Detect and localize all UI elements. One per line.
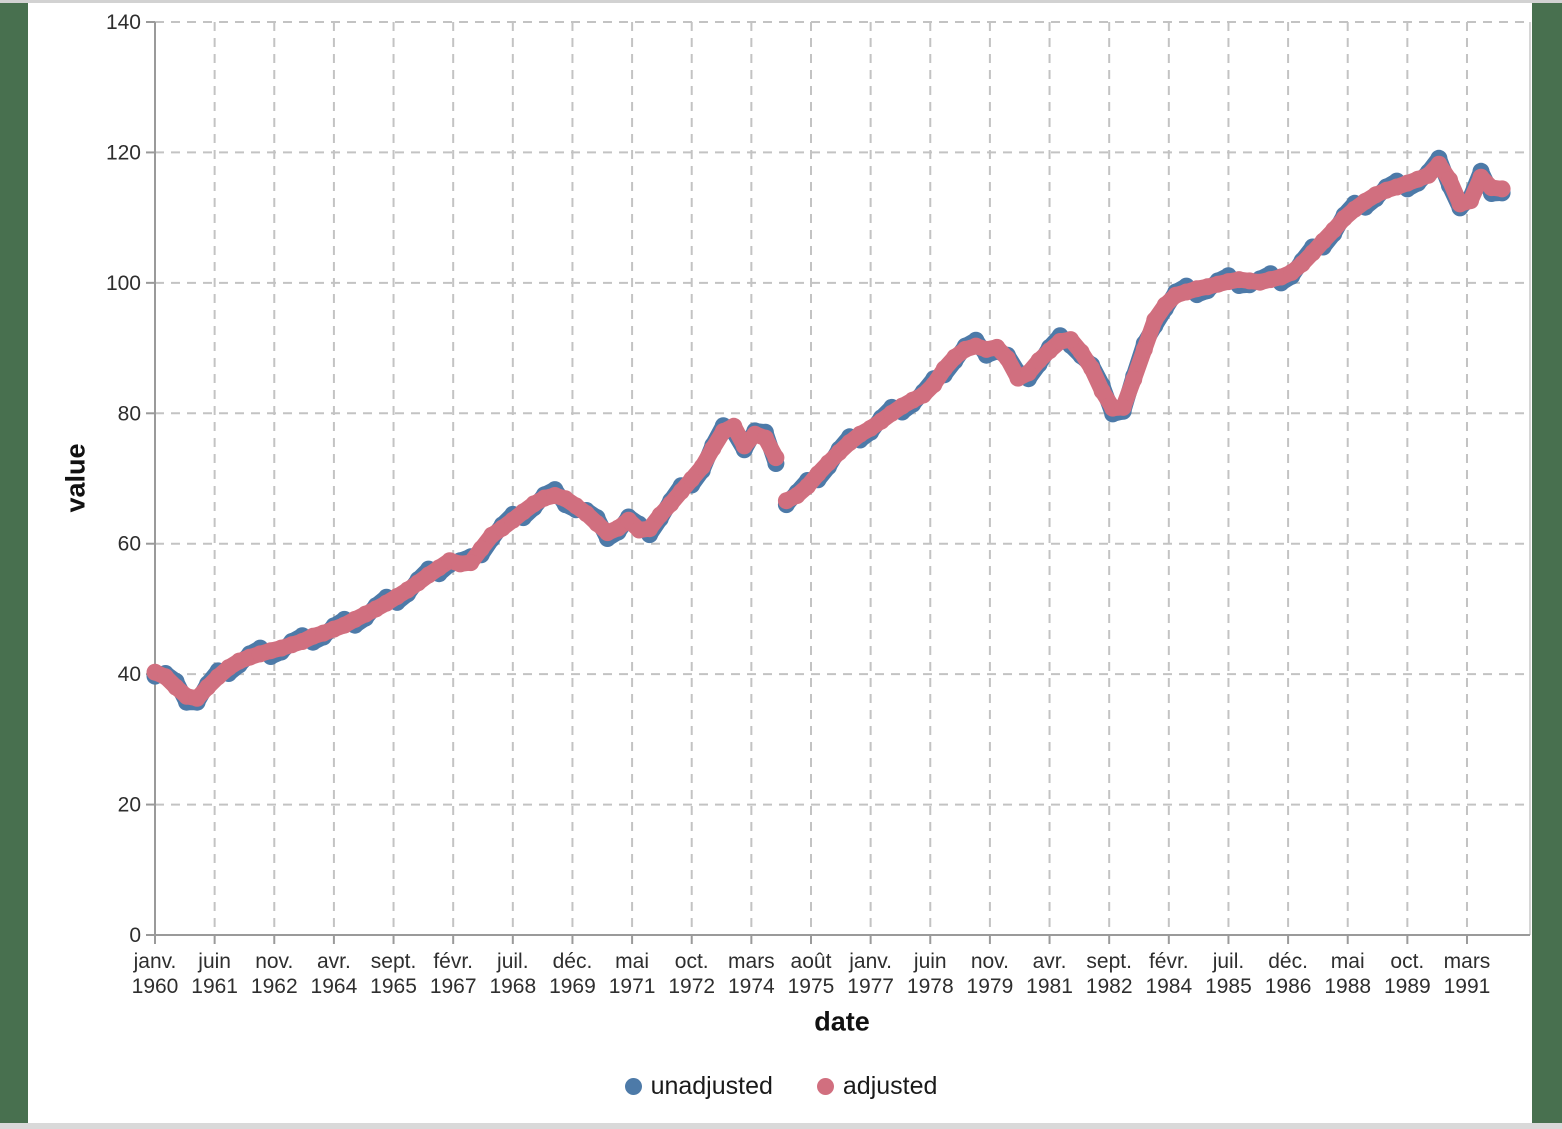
svg-text:nov.: nov. (971, 950, 1009, 973)
top-strip (0, 0, 1562, 3)
svg-text:1984: 1984 (1145, 975, 1192, 998)
svg-text:avr.: avr. (1033, 950, 1067, 973)
svg-text:mars: mars (728, 950, 775, 973)
svg-text:1988: 1988 (1324, 975, 1371, 998)
unadjusted-series-dot-icon (624, 1078, 642, 1095)
svg-text:1975: 1975 (788, 975, 835, 998)
svg-text:1974: 1974 (728, 975, 775, 998)
svg-text:1985: 1985 (1205, 975, 1252, 998)
svg-text:mai: mai (615, 950, 649, 973)
svg-text:1967: 1967 (430, 975, 477, 998)
svg-text:40: 40 (118, 663, 141, 686)
svg-text:1977: 1977 (847, 975, 894, 998)
y-axis-title: value (60, 443, 91, 513)
svg-text:déc.: déc. (553, 950, 593, 973)
svg-text:juin: juin (913, 950, 947, 973)
legend-label-unadjusted: unadjusted (650, 1072, 773, 1100)
right-border-band (1532, 3, 1562, 1123)
svg-text:140: 140 (106, 11, 141, 34)
svg-text:mai: mai (1331, 950, 1365, 973)
svg-text:sept.: sept. (1086, 950, 1132, 973)
svg-text:1979: 1979 (967, 975, 1014, 998)
svg-text:100: 100 (106, 272, 141, 295)
legend-item-adjusted: adjusted (816, 1072, 938, 1101)
svg-text:1991: 1991 (1444, 975, 1491, 998)
svg-text:janv.: janv. (133, 950, 177, 973)
svg-text:févr.: févr. (1149, 950, 1189, 973)
svg-text:1960: 1960 (132, 975, 179, 998)
svg-text:1986: 1986 (1265, 975, 1312, 998)
legend: unadjusted adjusted (0, 1072, 1562, 1101)
legend-item-unadjusted: unadjusted (624, 1072, 773, 1101)
svg-text:1965: 1965 (370, 975, 417, 998)
svg-text:120: 120 (106, 141, 141, 164)
svg-text:1989: 1989 (1384, 975, 1431, 998)
svg-text:oct.: oct. (1390, 950, 1424, 973)
svg-text:sept.: sept. (371, 950, 417, 973)
svg-text:oct.: oct. (675, 950, 709, 973)
svg-text:juin: juin (197, 950, 231, 973)
svg-text:déc.: déc. (1268, 950, 1308, 973)
svg-text:60: 60 (118, 533, 141, 556)
legend-label-adjusted: adjusted (842, 1072, 938, 1100)
svg-text:juil.: juil. (1212, 950, 1245, 973)
svg-text:1981: 1981 (1026, 975, 1073, 998)
svg-text:1969: 1969 (549, 975, 596, 998)
svg-text:avr.: avr. (317, 950, 351, 973)
svg-text:1982: 1982 (1086, 975, 1133, 998)
svg-text:1962: 1962 (251, 975, 298, 998)
x-axis-title: date (814, 1006, 870, 1037)
svg-text:août: août (791, 950, 832, 973)
svg-text:1972: 1972 (668, 975, 715, 998)
svg-text:févr.: févr. (433, 950, 473, 973)
svg-text:mars: mars (1444, 950, 1491, 973)
svg-text:juil.: juil. (496, 950, 529, 973)
svg-text:20: 20 (118, 794, 141, 817)
bottom-strip (0, 1123, 1562, 1129)
svg-text:1964: 1964 (311, 975, 358, 998)
adjusted-series-dot-icon (816, 1078, 834, 1095)
svg-text:0: 0 (129, 924, 141, 947)
svg-text:1961: 1961 (191, 975, 238, 998)
svg-text:80: 80 (118, 402, 141, 425)
svg-text:1978: 1978 (907, 975, 954, 998)
left-border-band (0, 3, 28, 1123)
svg-text:1968: 1968 (489, 975, 536, 998)
svg-text:1971: 1971 (609, 975, 656, 998)
svg-text:janv.: janv. (848, 950, 892, 973)
svg-text:nov.: nov. (255, 950, 293, 973)
